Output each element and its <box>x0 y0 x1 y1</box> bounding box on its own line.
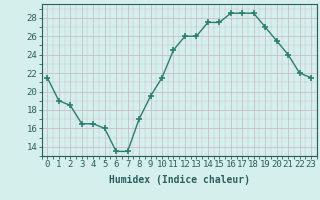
X-axis label: Humidex (Indice chaleur): Humidex (Indice chaleur) <box>109 175 250 185</box>
